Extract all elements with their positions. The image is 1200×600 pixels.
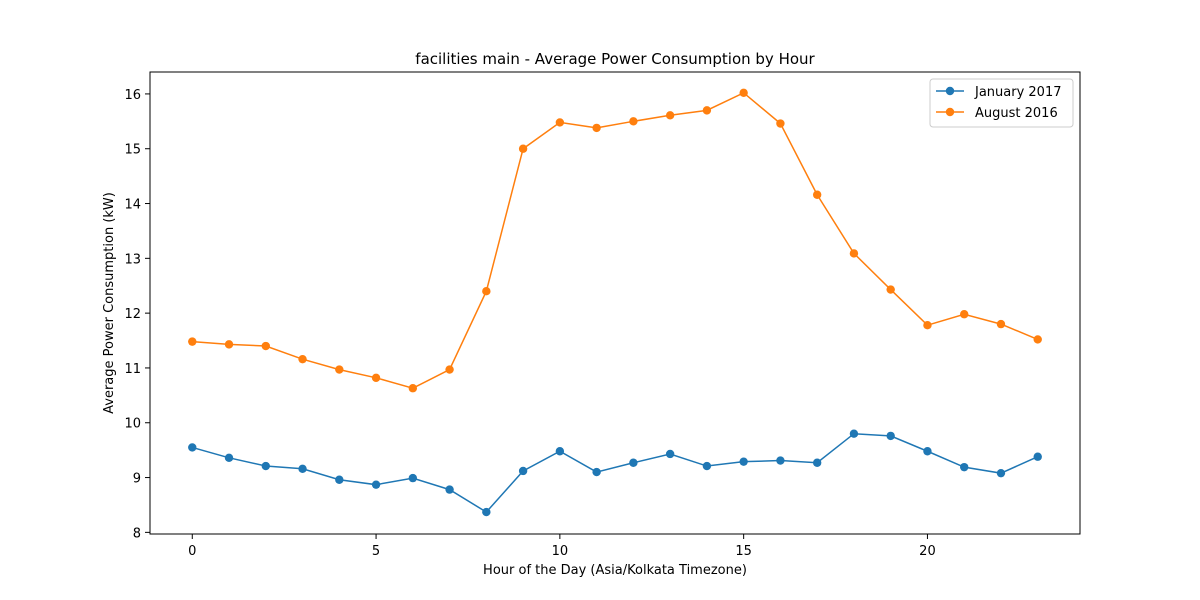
data-point-august-2016 bbox=[261, 341, 270, 351]
y-tick-label: 14 bbox=[124, 198, 141, 213]
data-point-august-2016 bbox=[665, 111, 675, 120]
y-tick-label: 10 bbox=[124, 417, 141, 432]
data-point-august-2016 bbox=[776, 119, 785, 128]
data-point-january-2017 bbox=[298, 464, 307, 473]
data-point-august-2016 bbox=[923, 320, 932, 330]
data-point-august-2016 bbox=[592, 123, 601, 133]
data-point-august-2016 bbox=[1033, 335, 1042, 344]
data-point-august-2016 bbox=[371, 373, 381, 383]
data-point-january-2017 bbox=[518, 466, 528, 476]
legend-label: August 2016 bbox=[975, 106, 1058, 121]
data-point-january-2017 bbox=[592, 467, 601, 477]
data-point-august-2016 bbox=[960, 310, 969, 319]
data-point-january-2017 bbox=[371, 480, 381, 489]
data-point-january-2017 bbox=[629, 458, 638, 467]
data-point-january-2017 bbox=[923, 447, 932, 456]
data-point-january-2017 bbox=[224, 453, 234, 463]
series-line-january-2017 bbox=[192, 432, 1039, 514]
data-point-january-2017 bbox=[482, 507, 491, 517]
data-point-august-2016 bbox=[702, 106, 712, 115]
data-point-august-2016 bbox=[555, 118, 565, 127]
x-tick-label: 15 bbox=[735, 544, 752, 559]
data-point-january-2017 bbox=[665, 449, 675, 459]
x-tick-label: 0 bbox=[188, 544, 196, 559]
data-point-january-2017 bbox=[261, 461, 270, 471]
data-point-january-2017 bbox=[1033, 452, 1042, 461]
x-tick-label: 10 bbox=[552, 544, 569, 559]
data-point-august-2016 bbox=[335, 365, 344, 374]
data-point-january-2017 bbox=[335, 475, 344, 484]
data-point-january-2017 bbox=[776, 456, 785, 465]
data-point-august-2016 bbox=[518, 144, 528, 153]
y-tick-label: 16 bbox=[124, 88, 141, 103]
data-point-august-2016 bbox=[739, 88, 748, 98]
data-point-august-2016 bbox=[996, 319, 1006, 329]
plot-area bbox=[188, 88, 1042, 517]
data-point-august-2016 bbox=[849, 249, 859, 258]
plot-frame bbox=[149, 71, 1081, 535]
data-point-august-2016 bbox=[629, 117, 638, 126]
data-point-january-2017 bbox=[812, 458, 822, 467]
y-tick-label: 15 bbox=[124, 143, 141, 158]
data-point-august-2016 bbox=[408, 384, 418, 393]
data-point-august-2016 bbox=[445, 365, 454, 374]
y-tick-label: 13 bbox=[124, 252, 141, 267]
data-point-august-2016 bbox=[298, 354, 307, 364]
y-axis-title: Average Power Consumption (kW) bbox=[102, 192, 117, 414]
data-point-january-2017 bbox=[408, 473, 418, 483]
data-point-january-2017 bbox=[702, 461, 712, 471]
data-point-january-2017 bbox=[739, 457, 748, 466]
data-point-january-2017 bbox=[445, 485, 454, 494]
data-point-august-2016 bbox=[812, 190, 822, 199]
data-point-january-2017 bbox=[886, 431, 895, 441]
series-line-august-2016 bbox=[192, 91, 1039, 390]
y-tick-label: 8 bbox=[133, 526, 141, 541]
legend: January 2017 August 2016 bbox=[929, 78, 1074, 128]
x-tick-label: 20 bbox=[919, 544, 936, 559]
data-point-august-2016 bbox=[482, 287, 491, 296]
x-axis: 0 5 10 15 20 bbox=[188, 534, 936, 559]
data-point-january-2017 bbox=[996, 468, 1006, 478]
legend-box bbox=[929, 78, 1074, 128]
legend-marker bbox=[945, 86, 955, 96]
x-axis-title: Hour of the Day (Asia/Kolkata Timezone) bbox=[483, 563, 747, 578]
data-point-january-2017 bbox=[849, 429, 859, 438]
y-tick-label: 9 bbox=[133, 472, 141, 487]
chart-title: facilities main - Average Power Consumpt… bbox=[415, 50, 815, 68]
data-point-january-2017 bbox=[960, 462, 969, 472]
data-point-january-2017 bbox=[188, 443, 197, 452]
data-point-august-2016 bbox=[886, 285, 895, 294]
legend-marker bbox=[945, 107, 955, 117]
x-tick-label: 5 bbox=[372, 544, 380, 559]
data-point-august-2016 bbox=[188, 337, 197, 346]
y-tick-label: 11 bbox=[124, 362, 141, 377]
y-tick-label: 12 bbox=[124, 307, 141, 322]
data-point-january-2017 bbox=[555, 447, 565, 456]
data-point-august-2016 bbox=[224, 340, 234, 349]
y-axis: 8 9 10 11 12 13 14 15 16 bbox=[124, 88, 150, 541]
legend-label: January 2017 bbox=[974, 85, 1062, 100]
